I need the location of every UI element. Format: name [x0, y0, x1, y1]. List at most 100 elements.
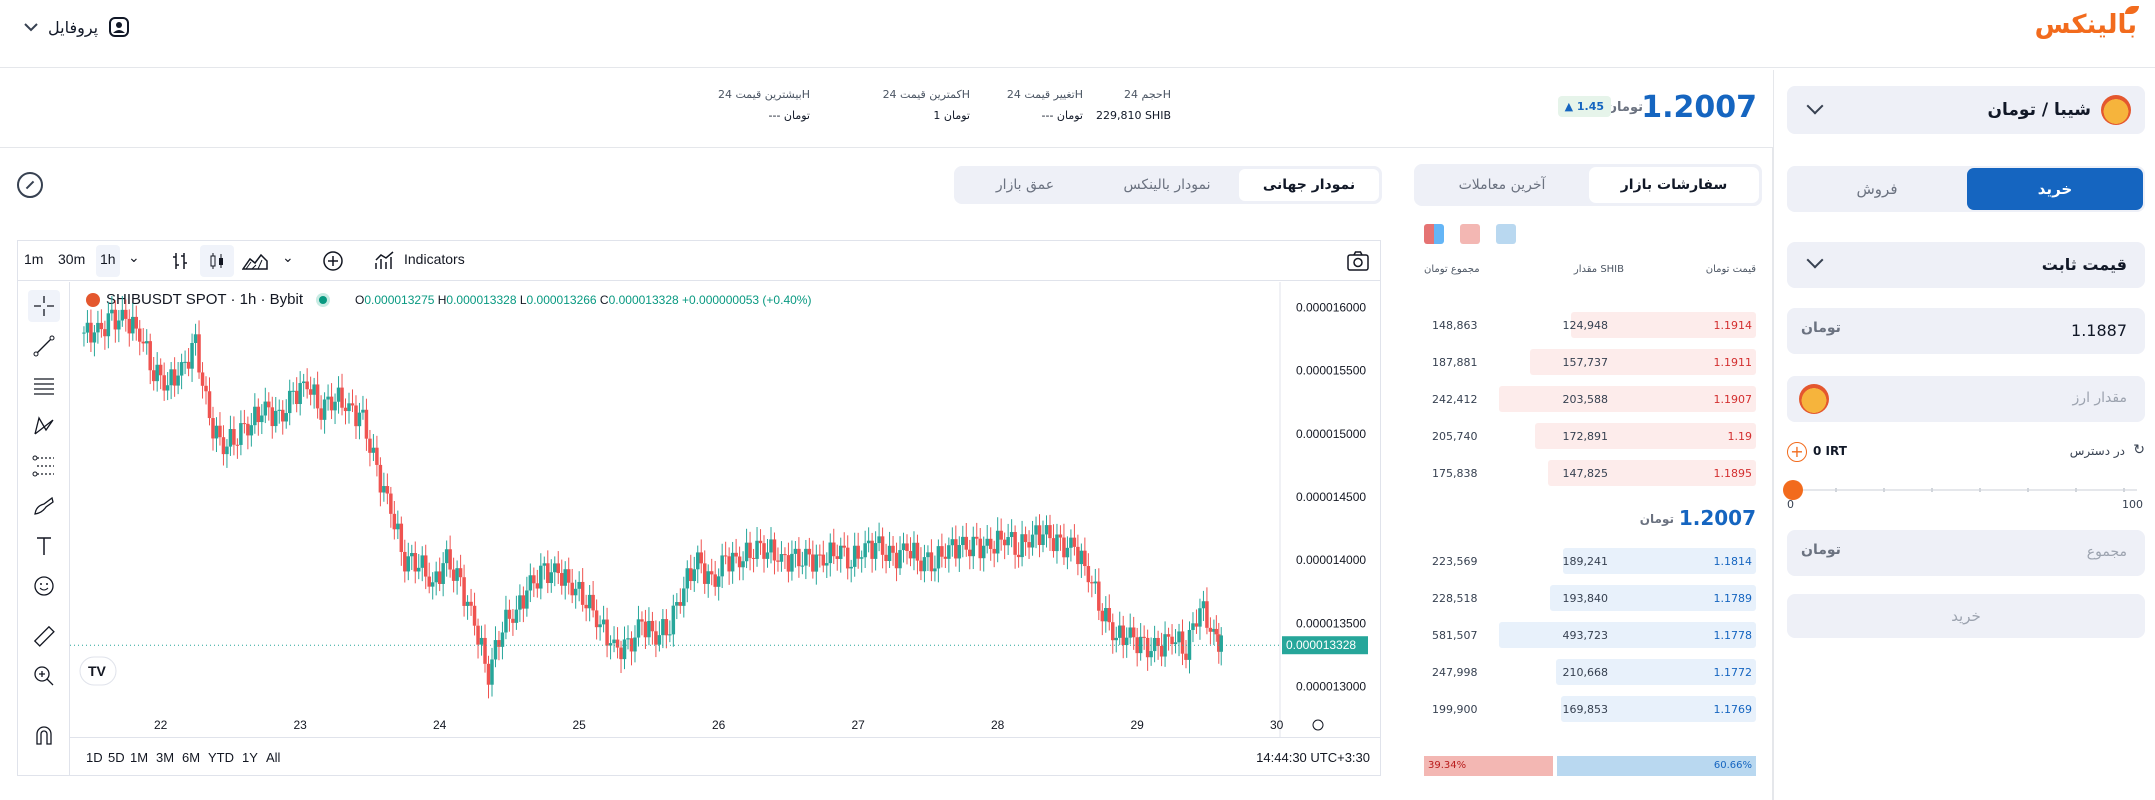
pattern-icon[interactable] — [28, 410, 60, 442]
camera-icon[interactable] — [1346, 250, 1370, 272]
candle-body — [779, 554, 784, 562]
magnet-icon[interactable] — [28, 720, 60, 752]
interval-1m[interactable]: 1m — [24, 251, 44, 267]
range-1m[interactable]: 1M — [130, 750, 149, 765]
bid-row[interactable]: 1.1772 210,668 247,998 — [1424, 657, 1756, 687]
amount-slider[interactable] — [1783, 478, 2137, 502]
ask-row[interactable]: 1.1914 124,948 148,863 — [1424, 310, 1756, 340]
view-both-icon[interactable] — [1424, 224, 1444, 244]
indicators-icon[interactable] — [374, 251, 396, 271]
tab-market-depth[interactable]: عمق بازار — [995, 177, 1055, 193]
candle-body — [657, 635, 662, 645]
range-6m[interactable]: 6M — [182, 750, 201, 765]
trend-line-icon[interactable] — [28, 330, 60, 362]
candle-body — [675, 602, 679, 606]
bid-row[interactable]: 1.1789 193,840 228,518 — [1424, 583, 1756, 613]
ohlc-open: 0.000013275 — [364, 292, 435, 307]
candle-body — [709, 571, 714, 575]
price-field[interactable]: 1.1887 تومان — [1787, 308, 2145, 354]
bid-row[interactable]: 1.1814 189,241 223,569 — [1424, 546, 1756, 576]
candle-body — [1107, 608, 1112, 623]
bar-chart-icon[interactable] — [170, 251, 190, 271]
slider-handle[interactable] — [1783, 480, 1803, 500]
candle-body — [423, 555, 428, 577]
tab-sell[interactable]: فروش — [1856, 180, 1898, 198]
bid-row[interactable]: 1.1769 169,853 199,900 — [1424, 694, 1756, 724]
row-price: 1.1914 — [1713, 319, 1753, 332]
compare-plus-icon[interactable] — [322, 250, 344, 272]
chevron-down-icon[interactable]: ⌄ — [282, 249, 294, 265]
horizontal-lines-icon[interactable] — [28, 370, 60, 402]
candle-body — [532, 575, 536, 584]
row-amount: 169,853 — [1562, 703, 1609, 716]
candle-body — [1020, 534, 1024, 558]
area-chart-icon[interactable] — [242, 251, 268, 271]
candle-body — [256, 406, 261, 423]
tab-buy[interactable]: خرید — [1967, 168, 2143, 210]
row-total: 148,863 — [1432, 319, 1478, 332]
candle-body — [490, 659, 494, 685]
chevron-down-icon[interactable]: ⌄ — [128, 249, 140, 265]
fib-icon[interactable] — [28, 450, 60, 482]
tab-market-orders[interactable]: سفارشات بازار — [1589, 167, 1759, 203]
depth-bar — [1529, 349, 1756, 375]
tab-recent-trades[interactable]: آخرین معاملات — [1458, 177, 1546, 193]
mid-price: 1.2007 — [1678, 506, 1756, 530]
indicators-button[interactable]: Indicators — [404, 251, 465, 267]
bid-row[interactable]: 1.1778 493,723 581,507 — [1424, 620, 1756, 650]
range-5d[interactable]: 5D — [108, 750, 125, 765]
ask-row[interactable]: 1.19 172,891 205,740 — [1424, 421, 1756, 451]
range-1y[interactable]: 1Y — [242, 750, 258, 765]
candle-body — [246, 423, 250, 436]
chevron-down-icon — [24, 23, 38, 32]
range-bar: 1D 5D 1M 3M 6M YTD 1Y All 14:44:30 UTC+3… — [70, 737, 1380, 775]
expand-icon[interactable] — [17, 172, 43, 198]
emoji-icon[interactable] — [28, 570, 60, 602]
candles-button[interactable] — [200, 245, 234, 277]
range-3m[interactable]: 3M — [156, 750, 175, 765]
logo[interactable]: بالینکس — [2035, 6, 2139, 40]
price-plot[interactable]: 0.000016000 0.000015500 0.000015000 0.00001… — [70, 282, 1380, 737]
deposit-plus-icon[interactable]: + — [1787, 442, 1807, 462]
candle-body — [1156, 637, 1160, 647]
range-1d[interactable]: 1D — [86, 750, 103, 765]
order-book: سفارشات بازار آخرین معاملات قیمت تومان م… — [1404, 148, 1773, 800]
ask-row[interactable]: 1.1895 147,825 175,838 — [1424, 458, 1756, 488]
candle-body — [723, 555, 728, 557]
candle-body — [1065, 547, 1070, 558]
zoom-in-icon[interactable] — [28, 660, 60, 692]
ruler-icon[interactable] — [28, 620, 60, 652]
buy-submit-button[interactable]: خرید — [1787, 594, 2145, 638]
crosshair-icon[interactable] — [28, 290, 60, 322]
interval-1h[interactable]: 1h — [100, 251, 116, 267]
ask-row[interactable]: 1.1907 203,588 242,412 — [1424, 384, 1756, 414]
profile-menu[interactable]: پروفایل — [24, 16, 130, 38]
depth-bar — [1550, 585, 1756, 611]
symbol-label[interactable]: SHIBUSDT SPOT · 1h · Bybit — [106, 291, 303, 308]
candle-body — [1205, 601, 1209, 628]
range-all[interactable]: All — [266, 750, 281, 765]
pair-selector[interactable]: شیبا / تومان — [1787, 86, 2145, 134]
total-field[interactable]: مجموع تومان — [1787, 530, 2145, 576]
slider-tick — [1835, 488, 1837, 492]
view-asks-icon[interactable] — [1460, 224, 1480, 244]
view-bids-icon[interactable] — [1496, 224, 1516, 244]
tab-global-chart[interactable]: نمودار جهانی — [1239, 169, 1379, 201]
depth-bar — [1547, 460, 1756, 486]
range-ytd[interactable]: YTD — [208, 750, 234, 765]
settings-icon[interactable] — [1312, 719, 1324, 731]
candle-body — [92, 332, 97, 343]
candle-body — [765, 552, 770, 559]
refresh-icon[interactable]: ↻ — [2133, 442, 2145, 458]
stat-value: 1 تومان — [933, 109, 970, 122]
brush-icon[interactable] — [28, 490, 60, 522]
amount-field[interactable]: مقدار ارز — [1787, 376, 2145, 422]
candle-body — [148, 341, 152, 371]
candle-body — [762, 543, 766, 559]
text-icon[interactable] — [28, 530, 60, 562]
interval-30m[interactable]: 30m — [58, 251, 86, 267]
candle-body — [786, 555, 791, 572]
order-type-select[interactable]: قیمت ثابت — [1787, 242, 2145, 288]
ask-row[interactable]: 1.1911 157,737 187,881 — [1424, 347, 1756, 377]
tab-balinex-chart[interactable]: نمودار بالینکس — [1123, 177, 1211, 193]
